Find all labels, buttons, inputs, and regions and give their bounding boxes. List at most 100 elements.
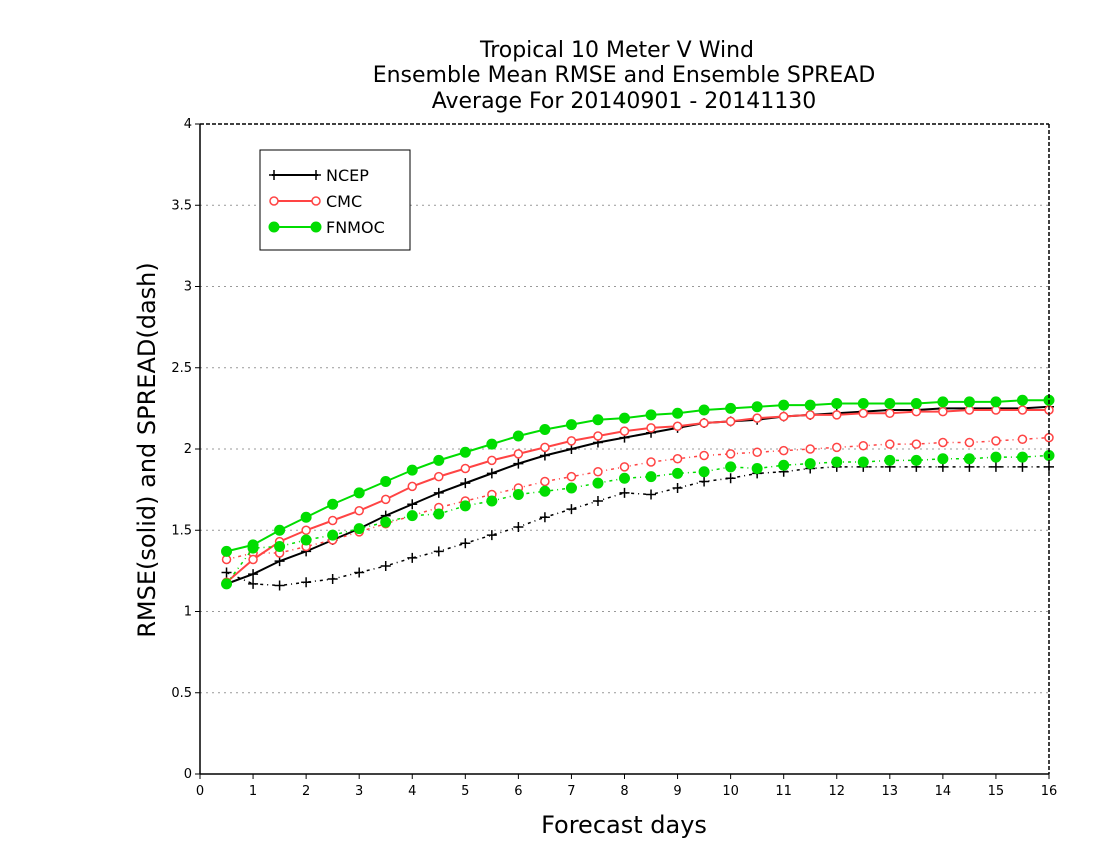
y-tick-label-4: 2 [184,442,192,457]
axes: 00.511.522.533.540 1 2 3 4 5 6 7 8 9 10 11 12 13 14 15 1… [171,117,1057,799]
ncep-spread-point-14 [592,496,603,506]
x-axis-label: Forecast days [541,811,707,839]
fnmoc-spread-point-5 [353,523,365,535]
y-tick-label-8: 4 [184,117,192,132]
fnmoc-spread-point-17 [672,467,684,479]
fnmoc-rmse-point-10 [486,438,498,450]
ncep-spread-point-7 [407,552,418,563]
ncep-spread-point-30 [1017,461,1028,472]
legend-marker-fnmoc-a [268,221,280,233]
fnmoc-spread-point-28 [963,453,975,465]
ncep-rmse-point-12 [539,450,550,461]
title-line-3: Average For 20140901 - 20141130 [432,89,817,114]
fnmoc-spread-point-3 [300,534,312,546]
ncep-spread-point-8 [433,546,444,557]
x-tick-label-7: 7 [567,784,575,799]
fnmoc-rmse-point-3 [300,511,312,523]
fnmoc-rmse-point-6 [380,476,392,487]
cmc-spread-point-25 [885,439,895,449]
fnmoc-spread-point-10 [486,495,498,507]
cmc-rmse-point-6 [380,494,391,505]
cmc-rmse-point-9 [460,463,471,474]
ncep-spread-point-15 [619,487,630,498]
legend-marker-ncep-a [269,170,279,180]
fnmoc-spread-point-7 [406,510,418,522]
cmc-spread-point-23 [832,442,842,453]
fnmoc-spread-point-16 [645,471,657,483]
legend-marker-cmc-b [311,196,321,206]
grid [200,204,1049,694]
x-tick-label-2: 2 [302,784,310,799]
x-tick-label-4: 4 [408,784,416,799]
fnmoc-spread-point-22 [804,458,816,470]
cmc-spread-point-19 [725,449,736,459]
y-tick-label-0: 0 [184,767,192,782]
cmc-spread-point-13 [566,471,577,482]
fnmoc-rmse-point-7 [406,464,418,476]
x-tick-label-14: 14 [935,784,952,799]
fnmoc-rmse-point-5 [353,487,365,499]
cmc-spread-point-30 [1017,434,1028,444]
cmc-rmse-point-5 [354,506,364,516]
cmc-spread-point-12 [540,476,550,487]
ncep-spread-point-29 [990,461,1001,472]
fnmoc-spread-point-29 [990,451,1002,463]
legend-box [259,149,411,251]
y-tick-label-6: 3 [184,280,192,295]
ncep-rmse-point-11 [513,458,524,469]
x-tick-label-5: 5 [461,784,469,799]
fnmoc-spread-point-15 [619,472,630,484]
fnmoc-rmse-point-12 [539,424,551,435]
ncep-spread-line [226,466,1049,587]
legend-marker-fnmoc-b [310,221,322,233]
fnmoc-rmse-point-26 [910,398,922,409]
cmc-spread-point-16 [646,457,656,467]
ncep-spread-point-18 [699,476,710,487]
cmc-spread-point-15 [619,462,630,472]
fnmoc-spread-point-14 [592,477,604,489]
ncep-rmse-line [226,405,1050,585]
cmc-spread-point-17 [672,454,683,464]
fnmoc-spread-point-30 [1016,451,1028,463]
x-tick-label-3: 3 [355,784,363,799]
cmc-spread-point-22 [805,444,815,454]
cmc-rmse-point-21 [778,411,789,422]
fnmoc-rmse-point-27 [937,396,949,408]
cmc-rmse-point-11 [513,449,524,459]
legend-label-ncep: NCEP [326,166,369,185]
fnmoc-rmse-point-22 [804,399,816,411]
fnmoc-spread-point-25 [884,454,896,466]
ncep-rmse-point-8 [433,487,444,498]
x-tick-label-9: 9 [673,784,681,799]
cmc-rmse-point-25 [885,408,895,418]
fnmoc-rmse-point-11 [512,430,524,442]
ncep-spread-point-9 [460,538,471,549]
fnmoc-rmse-point-24 [857,398,869,409]
cmc-rmse-point-13 [566,436,577,446]
x-tick-label-8: 8 [620,784,628,799]
ncep-rmse-point-9 [460,478,471,489]
fnmoc-rmse-point-16 [645,409,657,421]
cmc-rmse-point-8 [434,471,444,482]
legend-marker-cmc-a [269,196,279,206]
ncep-spread-point-5 [354,567,365,578]
legend-marker-ncep-b [311,170,321,180]
ncep-rmse-point-1 [248,569,259,580]
cmc-spread-point-24 [858,441,869,451]
cmc-rmse-point-3 [301,525,311,535]
x-tick-label-0: 0 [196,784,204,799]
ncep-spread-point-12 [539,512,550,523]
y-tick-label-7: 3.5 [171,198,192,213]
x-tick-label-10: 10 [722,784,739,799]
x-tick-label-1: 1 [249,784,257,799]
fnmoc-spread-point-9 [459,500,471,512]
y-tick-label-5: 2.5 [171,361,192,376]
cmc-rmse-point-10 [487,455,497,466]
cmc-rmse-point-23 [832,410,842,420]
y-tick-label-3: 1.5 [171,523,192,538]
ncep-spread-point-0 [221,567,232,578]
x-tick-label-16: 16 [1041,784,1058,799]
cmc-rmse-point-22 [805,410,815,420]
fnmoc-spread-point-8 [433,508,445,520]
